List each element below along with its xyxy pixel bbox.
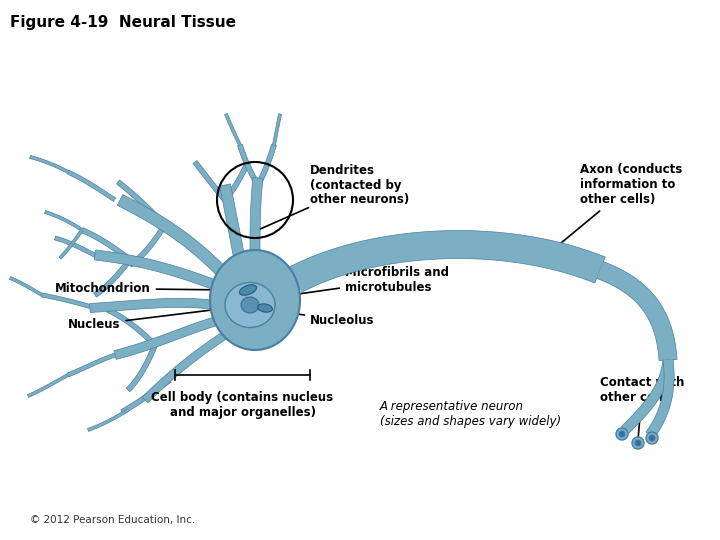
PathPatch shape: [90, 299, 215, 313]
Ellipse shape: [240, 285, 256, 295]
Text: Contact with
other cells: Contact with other cells: [600, 376, 685, 437]
PathPatch shape: [129, 224, 167, 267]
Text: Microfibrils and
microtubules: Microfibrils and microtubules: [273, 266, 449, 298]
Text: © 2012 Pearson Education, Inc.: © 2012 Pearson Education, Inc.: [30, 515, 195, 525]
PathPatch shape: [42, 293, 96, 310]
PathPatch shape: [117, 180, 167, 227]
PathPatch shape: [107, 308, 157, 347]
PathPatch shape: [142, 332, 228, 403]
PathPatch shape: [59, 229, 84, 259]
Text: Cell body (contains nucleus
and major organelles): Cell body (contains nucleus and major or…: [151, 391, 333, 419]
PathPatch shape: [126, 344, 157, 392]
PathPatch shape: [67, 353, 116, 377]
Circle shape: [646, 432, 658, 444]
PathPatch shape: [27, 374, 68, 397]
Circle shape: [649, 435, 655, 441]
Ellipse shape: [241, 297, 259, 313]
PathPatch shape: [114, 316, 221, 359]
Text: A representative neuron
(sizes and shapes vary widely): A representative neuron (sizes and shape…: [380, 400, 561, 428]
PathPatch shape: [45, 211, 83, 231]
PathPatch shape: [88, 409, 129, 431]
PathPatch shape: [30, 156, 68, 173]
PathPatch shape: [621, 360, 673, 434]
Text: Axon (conducts
information to
other cells): Axon (conducts information to other cell…: [557, 164, 683, 246]
PathPatch shape: [223, 161, 251, 201]
Circle shape: [619, 431, 625, 437]
PathPatch shape: [117, 194, 224, 274]
Circle shape: [632, 437, 644, 449]
PathPatch shape: [81, 228, 132, 262]
PathPatch shape: [55, 236, 101, 260]
PathPatch shape: [250, 178, 263, 258]
Text: Nucleus: Nucleus: [68, 308, 225, 331]
PathPatch shape: [94, 259, 132, 297]
PathPatch shape: [67, 170, 116, 201]
PathPatch shape: [646, 359, 674, 438]
PathPatch shape: [289, 231, 606, 292]
PathPatch shape: [597, 261, 677, 361]
PathPatch shape: [220, 184, 246, 263]
PathPatch shape: [273, 114, 282, 145]
PathPatch shape: [225, 113, 241, 146]
Text: Mitochondrion: Mitochondrion: [55, 282, 228, 295]
Circle shape: [616, 428, 628, 440]
Circle shape: [635, 440, 641, 446]
Ellipse shape: [225, 282, 275, 327]
Ellipse shape: [258, 304, 272, 312]
Text: Nucleolus: Nucleolus: [255, 308, 374, 327]
Text: Dendrites
(contacted by
other neurons): Dendrites (contacted by other neurons): [261, 164, 409, 229]
PathPatch shape: [193, 160, 227, 201]
PathPatch shape: [121, 378, 171, 414]
PathPatch shape: [94, 250, 217, 289]
Text: Figure 4-19  Neural Tissue: Figure 4-19 Neural Tissue: [10, 15, 236, 30]
PathPatch shape: [9, 276, 42, 296]
PathPatch shape: [256, 144, 276, 186]
PathPatch shape: [238, 144, 260, 186]
Ellipse shape: [210, 250, 300, 350]
